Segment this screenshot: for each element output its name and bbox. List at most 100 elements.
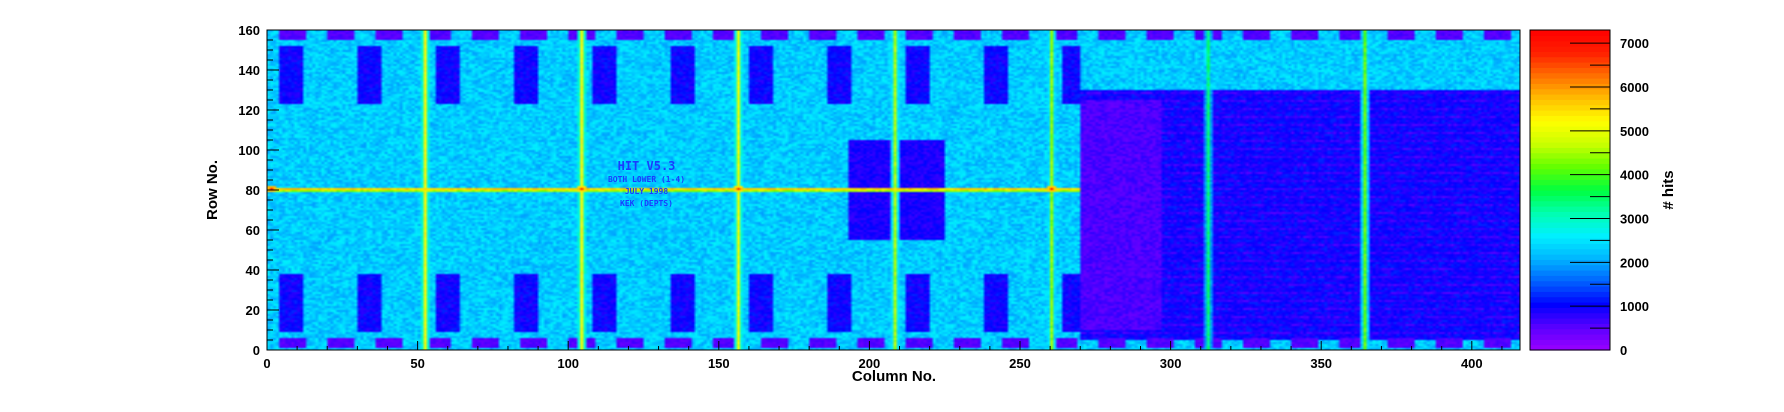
color-scale: 0 1000 2000 3000 4000 5000 6000 7000 [1529, 29, 1649, 358]
color-scale-step [1530, 115, 1610, 122]
chip-text-layer: HIT V5.3 BOTH LOWER (1-4) JULY 1998 KEK (DE… [608, 159, 685, 208]
color-scale-step [1530, 120, 1610, 127]
color-scale-step [1530, 163, 1610, 170]
color-scale-step [1530, 344, 1610, 351]
z-tick-label: 6000 [1620, 80, 1649, 95]
color-scale-step [1530, 174, 1610, 180]
x-tick-label: 150 [708, 356, 730, 371]
color-scale-step [1530, 88, 1610, 95]
color-scale-step [1530, 227, 1610, 234]
color-scale-step [1530, 323, 1610, 330]
y-tick-label: 0 [253, 343, 260, 358]
color-scale-step [1530, 158, 1610, 164]
color-scale-step [1530, 254, 1610, 260]
y-tick-label: 140 [238, 63, 260, 78]
color-scale-gradient [1530, 30, 1610, 351]
color-scale-axis: 0 1000 2000 3000 4000 5000 6000 7000 [1570, 36, 1649, 358]
color-scale-step [1530, 35, 1610, 42]
color-scale-step [1530, 78, 1610, 84]
color-scale-step [1530, 104, 1610, 111]
color-scale-step [1530, 195, 1610, 202]
color-scale-step [1530, 142, 1610, 148]
chip-text-line: BOTH LOWER (1-4) [608, 175, 685, 184]
color-scale-step [1530, 275, 1610, 282]
chip-text-line: HIT V5.3 [618, 159, 676, 173]
color-scale-step [1530, 248, 1610, 255]
x-tick-label: 300 [1160, 356, 1182, 371]
color-scale-step [1530, 318, 1610, 324]
z-tick-label: 1000 [1620, 299, 1649, 314]
y-tick-label: 160 [238, 23, 260, 38]
x-tick-label: 200 [859, 356, 881, 371]
y-tick-label: 20 [246, 303, 260, 318]
color-scale-step [1530, 46, 1610, 52]
color-scale-step [1530, 280, 1610, 287]
x-tick-label: 250 [1009, 356, 1031, 371]
x-axis: 0 50 100 150 200 250 300 350 400 [263, 341, 1503, 371]
color-scale-step [1530, 232, 1610, 239]
color-scale-step [1530, 131, 1610, 138]
color-scale-step [1530, 72, 1610, 79]
x-tick-label: 100 [557, 356, 579, 371]
color-scale-step [1530, 339, 1610, 346]
color-scale-step [1530, 206, 1610, 212]
color-scale-step [1530, 312, 1610, 319]
color-scale-step [1530, 307, 1610, 314]
color-scale-step [1530, 30, 1610, 36]
color-scale-step [1530, 328, 1610, 335]
color-scale-step [1530, 168, 1610, 175]
color-scale-step [1530, 296, 1610, 303]
color-scale-step [1530, 179, 1610, 186]
y-tick-label: 60 [246, 223, 260, 238]
chip-text-line: JULY 1998 [625, 187, 669, 196]
color-scale-step [1530, 222, 1610, 228]
color-scale-step [1530, 136, 1610, 143]
z-tick-label: 0 [1620, 343, 1627, 358]
color-scale-step [1530, 286, 1610, 292]
color-scale-step [1530, 94, 1610, 100]
y-tick-label: 80 [246, 183, 260, 198]
color-scale-step [1530, 126, 1610, 132]
y-tick-label: 120 [238, 103, 260, 118]
color-scale-step [1530, 147, 1610, 154]
x-tick-label: 50 [410, 356, 424, 371]
x-axis-title: Column No. [852, 368, 936, 385]
chip-text-line: KEK (DEPTS) [620, 199, 673, 208]
color-scale-step [1530, 270, 1610, 276]
color-scale-step [1530, 83, 1610, 90]
z-tick-label: 7000 [1620, 36, 1649, 51]
x-tick-label: 350 [1310, 356, 1332, 371]
heatmap-plot-area: HIT V5.3 BOTH LOWER (1-4) JULY 1998 KEK (DE… [266, 29, 1521, 351]
y-axis-title: Row No. [204, 160, 221, 220]
color-scale-step [1530, 243, 1610, 250]
y-tick-label: 40 [246, 263, 260, 278]
z-tick-label: 2000 [1620, 255, 1649, 270]
color-scale-step [1530, 200, 1610, 207]
color-scale-step [1530, 184, 1610, 191]
color-scale-step [1530, 51, 1610, 58]
hit-map-image [267, 30, 1520, 350]
color-scale-step [1530, 62, 1610, 68]
color-scale-step [1530, 302, 1610, 308]
color-scale-step [1530, 56, 1610, 63]
x-tick-label: 400 [1461, 356, 1483, 371]
color-scale-step [1530, 334, 1610, 340]
x-tick-label: 0 [263, 356, 270, 371]
color-scale-title: # hits [1660, 170, 1677, 209]
z-tick-label: 5000 [1620, 124, 1649, 139]
color-scale-step [1530, 99, 1610, 106]
color-scale-step [1530, 110, 1610, 116]
color-scale-step [1530, 291, 1610, 298]
y-axis: 0 20 40 60 80 100 120 140 160 [238, 23, 279, 358]
color-scale-step [1530, 238, 1610, 244]
color-scale-step [1530, 152, 1610, 159]
color-scale-step [1530, 190, 1610, 196]
z-tick-label: 3000 [1620, 211, 1649, 226]
color-scale-step [1530, 67, 1610, 74]
z-tick-label: 4000 [1620, 168, 1649, 183]
color-scale-step [1530, 264, 1610, 271]
y-tick-label: 100 [238, 143, 260, 158]
color-scale-step [1530, 211, 1610, 218]
color-scale-step [1530, 216, 1610, 223]
